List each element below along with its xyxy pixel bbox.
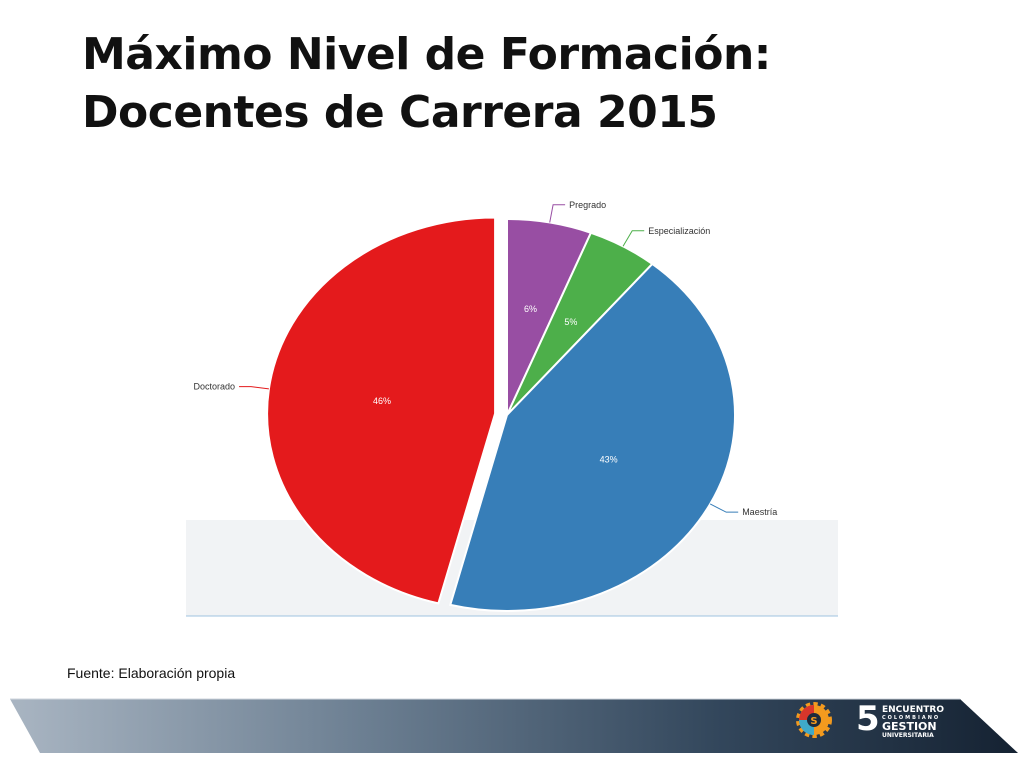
leader-line-pregrado (549, 204, 566, 223)
footer-band (10, 698, 1018, 753)
title-line-2: Docentes de Carrera 2015 (82, 87, 718, 138)
svg-text:S: S (810, 716, 817, 727)
pie-value-label-especializacion: 5% (564, 317, 577, 327)
logo-line-2: COLOMBIANO (882, 715, 941, 721)
pie-chart: 6% Pregrado 5% Especialización 43% Maestría 46… (186, 200, 838, 617)
logo-numeral: 5 (856, 699, 880, 739)
pie-category-label-doctorado: Doctorado (194, 382, 236, 392)
slide-title: Máximo Nivel de Formación: Docentes de C… (82, 26, 982, 142)
source-note: Fuente: Elaboración propia (67, 665, 236, 681)
gear-logo-icon: S (796, 702, 832, 738)
leader-line-doctorado (239, 386, 269, 390)
event-logo: S 5 ENCUENTRO COLOMBIANO GESTION UNIVERS… (786, 700, 986, 740)
leader-line-especializacion (622, 230, 645, 247)
pie-value-label-maestria: 43% (600, 454, 618, 464)
pie-value-label-doctorado: 46% (373, 396, 391, 406)
logo-wordmark: ENCUENTRO COLOMBIANO GESTION UNIVERSITAR… (882, 705, 944, 740)
pie-slice-maestria (449, 262, 736, 612)
title-line-1: Máximo Nivel de Formación: (82, 29, 771, 80)
pie-slice-doctorado (266, 216, 497, 605)
pie-category-label-maestria: Maestría (742, 507, 777, 517)
pie-value-label-pregrado: 6% (524, 304, 537, 314)
leader-line-maestria (709, 503, 739, 513)
pie-category-label-pregrado: Pregrado (569, 200, 606, 210)
logo-line-4: UNIVERSITARIA (882, 732, 934, 739)
logo-line-3: GESTION (882, 720, 937, 733)
logo-line-1: ENCUENTRO (882, 705, 944, 715)
pie-category-label-especializacion: Especialización (648, 226, 710, 236)
